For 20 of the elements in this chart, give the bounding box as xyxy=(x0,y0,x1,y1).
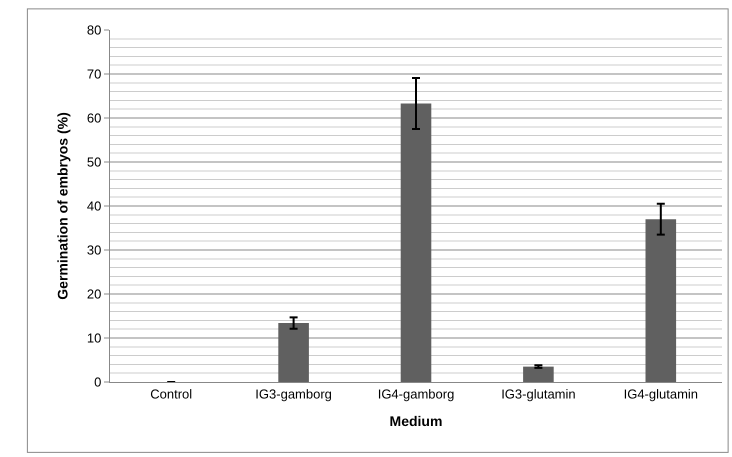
y-tick-label: 70 xyxy=(86,66,102,82)
bar xyxy=(400,103,432,382)
y-axis-title: Germination of embryos (%) xyxy=(54,112,71,300)
x-tick-label: IG3-glutamin xyxy=(501,386,576,402)
x-axis-title: Medium xyxy=(390,412,442,429)
y-tick-label: 60 xyxy=(86,110,102,126)
x-tick-label: IG4-glutamin xyxy=(624,386,698,402)
bar xyxy=(278,323,309,382)
x-tick-label: IG4-gamborg xyxy=(378,386,454,402)
y-tick-label: 50 xyxy=(86,154,102,170)
y-tick-label: 40 xyxy=(86,198,102,214)
x-tick-label: Control xyxy=(150,386,192,402)
x-tick-label: IG3-gamborg xyxy=(255,386,332,402)
y-tick-label: 80 xyxy=(86,22,102,38)
y-tick-label: 30 xyxy=(86,242,102,258)
y-tick-label: 0 xyxy=(94,374,102,390)
bar xyxy=(523,366,554,382)
y-tick-label: 20 xyxy=(86,286,102,302)
bar xyxy=(646,219,676,382)
y-tick-label: 10 xyxy=(86,330,102,346)
